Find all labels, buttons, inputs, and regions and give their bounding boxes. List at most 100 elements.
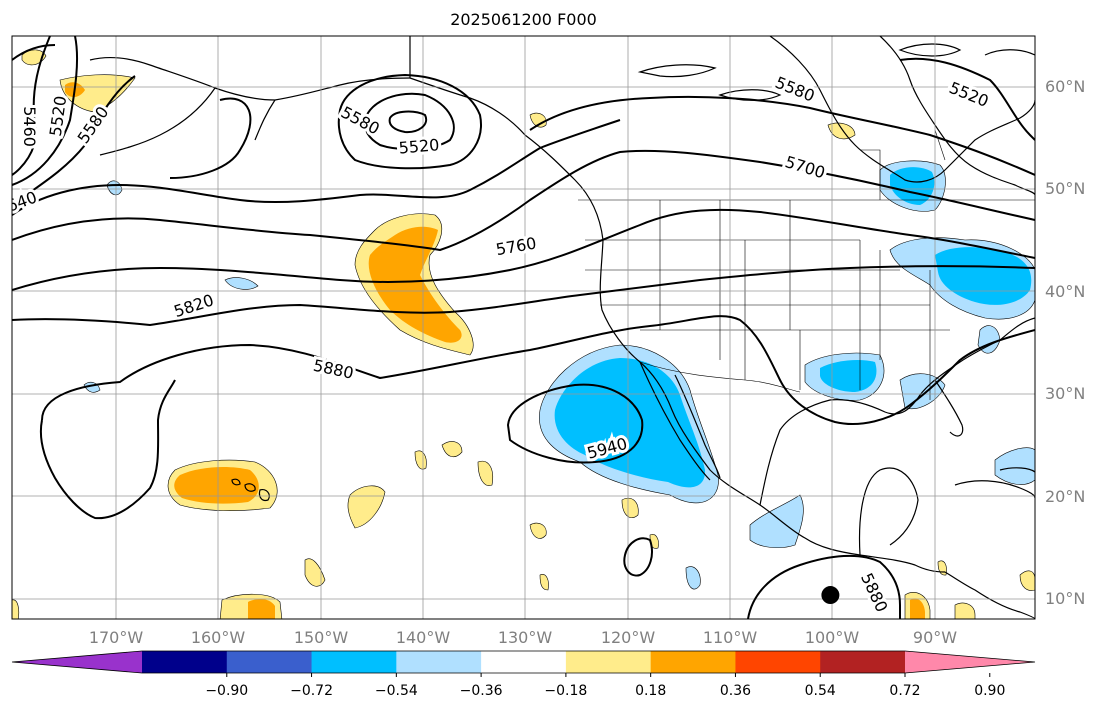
contour-5760 bbox=[12, 208, 1035, 291]
contour-5880-small bbox=[623, 537, 653, 577]
graticule bbox=[12, 36, 1035, 619]
anomaly-area-baja-core bbox=[554, 358, 706, 488]
lon-label-170w: 170°W bbox=[89, 628, 144, 647]
height-contours bbox=[12, 36, 1035, 619]
contour-5880-west-loop bbox=[39, 379, 176, 520]
coastline-labrador bbox=[879, 36, 1035, 196]
lon-label-100w: 100°W bbox=[805, 628, 860, 647]
colorbar-segment bbox=[311, 651, 397, 673]
anomaly-area-tropical-7 bbox=[529, 522, 547, 539]
map-title: 2025061200 F000 bbox=[450, 10, 597, 29]
colorbar-ticks: −0.90 −0.72 −0.54 −0.36 −0.18 0.18 0.36 0.54 0.7… bbox=[205, 673, 1005, 699]
anomaly-area-caribbean-pos bbox=[954, 602, 976, 619]
coastline-arctic-1 bbox=[637, 64, 717, 78]
colorbar-extend-max bbox=[905, 651, 1035, 673]
coastline-yucatan bbox=[858, 467, 919, 556]
anomaly-area-hawaii-core bbox=[174, 467, 259, 504]
contour-low-5580 bbox=[337, 73, 482, 170]
anomaly-area-pacific-small bbox=[224, 277, 259, 290]
lon-label-150w: 150°W bbox=[294, 628, 349, 647]
contour-5580-west bbox=[12, 75, 136, 206]
colorbar-tick-label: 0.18 bbox=[635, 683, 666, 699]
contour-5640 bbox=[12, 97, 621, 216]
colorbar-tick-label: −0.36 bbox=[460, 683, 503, 699]
anomaly-area-tropical-3 bbox=[477, 460, 493, 486]
contour-5700 bbox=[12, 149, 1035, 252]
anomaly-area-tropical-2 bbox=[441, 441, 463, 458]
anomaly-area-tropical-1 bbox=[347, 485, 386, 529]
coastline-hispaniola bbox=[999, 467, 1035, 473]
coastline-alaska-peninsula bbox=[99, 87, 216, 156]
lat-label-10n: 10°N bbox=[1045, 589, 1085, 608]
colorbar-tick-label: 0.54 bbox=[805, 683, 836, 699]
anomaly-area-tropical-5 bbox=[621, 497, 639, 519]
contour-5940 bbox=[506, 383, 644, 464]
anomaly-area-east-1 bbox=[1019, 570, 1035, 591]
anomaly-area-west-edge bbox=[12, 599, 20, 619]
contour-low-5460-inner bbox=[388, 110, 428, 134]
colorbar-segment bbox=[142, 651, 228, 673]
anomaly-area-gulf-of-alaska-core bbox=[368, 226, 462, 343]
contour-label-halo: 5460 bbox=[20, 106, 39, 147]
lon-label-110w: 110°W bbox=[703, 628, 758, 647]
colorbar-tick-label: −0.72 bbox=[290, 683, 333, 699]
contour-5880-mexico bbox=[747, 554, 901, 619]
location-marker bbox=[821, 586, 840, 605]
anomaly-area-tropical-6 bbox=[304, 558, 326, 587]
anomaly-area-great-lakes-core bbox=[935, 247, 1032, 305]
lat-label-40n: 40°N bbox=[1045, 282, 1085, 301]
colorbar-tick-label: −0.90 bbox=[205, 683, 248, 699]
contour-5580-north bbox=[529, 95, 1035, 176]
colorbar-segment bbox=[226, 651, 313, 673]
longitude-labels: 170°W 160°W 150°W 140°W 130°W 120°W 110°… bbox=[89, 628, 957, 647]
anomaly-area-central-america-core bbox=[910, 598, 925, 619]
coastline-florida bbox=[934, 379, 964, 437]
coastline-alaska bbox=[89, 56, 411, 101]
colorbar-segment bbox=[396, 651, 482, 673]
contour-low-5520 bbox=[363, 92, 455, 151]
contour-5820 bbox=[12, 265, 1035, 327]
lon-label-140w: 140°W bbox=[396, 628, 451, 647]
colorbar-segment bbox=[565, 651, 652, 673]
lat-label-30n: 30°N bbox=[1045, 384, 1085, 403]
colorbar-segment bbox=[820, 651, 906, 673]
lat-label-20n: 20°N bbox=[1045, 487, 1085, 506]
coastline-central-america bbox=[944, 571, 1035, 619]
anomaly-area-caribbean bbox=[994, 447, 1035, 485]
contour-5460-b bbox=[12, 36, 51, 176]
coastline-arctic-3 bbox=[898, 43, 962, 57]
colorbar-segment bbox=[481, 651, 567, 673]
colorbar-tick-label: 0.36 bbox=[720, 683, 751, 699]
colorbar-tick-label: −0.54 bbox=[375, 683, 418, 699]
contour-5460 bbox=[12, 44, 56, 61]
anomaly-area-small-1 bbox=[685, 566, 701, 590]
contour-label: 5460 bbox=[20, 106, 39, 147]
anomaly-area-south-1-core bbox=[248, 598, 275, 619]
political-borders bbox=[409, 36, 1035, 400]
anomaly-area-tropical-8 bbox=[539, 574, 549, 591]
contour-label: 5520 bbox=[398, 135, 440, 157]
coastline-baja bbox=[639, 361, 721, 481]
contour-5880-main bbox=[41, 315, 1035, 425]
colorbar-tick-label: −0.18 bbox=[544, 683, 587, 699]
lat-label-50n: 50°N bbox=[1045, 179, 1085, 198]
anomaly-area-hudson bbox=[827, 122, 856, 140]
map-frame bbox=[11, 35, 1036, 620]
colorbar-segment bbox=[650, 651, 736, 673]
lon-label-90w: 90°W bbox=[913, 628, 957, 647]
colorbar: −0.90 −0.72 −0.54 −0.36 −0.18 0.18 0.36 0.54 0.7… bbox=[11, 650, 1036, 699]
colorbar-outline bbox=[11, 650, 1036, 674]
latitude-labels: 10°N 20°N 30°N 40°N 50°N 60°N bbox=[1045, 77, 1085, 608]
lon-label-130w: 130°W bbox=[498, 628, 553, 647]
colorbar-extend-min bbox=[12, 651, 142, 673]
colorbar-tick-label: 0.72 bbox=[889, 683, 920, 699]
lon-label-120w: 120°W bbox=[601, 628, 656, 647]
lat-label-60n: 60°N bbox=[1045, 77, 1085, 96]
colorbar-tick-label: 0.90 bbox=[974, 683, 1005, 699]
lon-label-160w: 160°W bbox=[191, 628, 246, 647]
coastline-arctic-4 bbox=[984, 49, 1035, 56]
coastline-alaska-south bbox=[254, 99, 276, 141]
coastline-hawaii bbox=[231, 478, 270, 502]
